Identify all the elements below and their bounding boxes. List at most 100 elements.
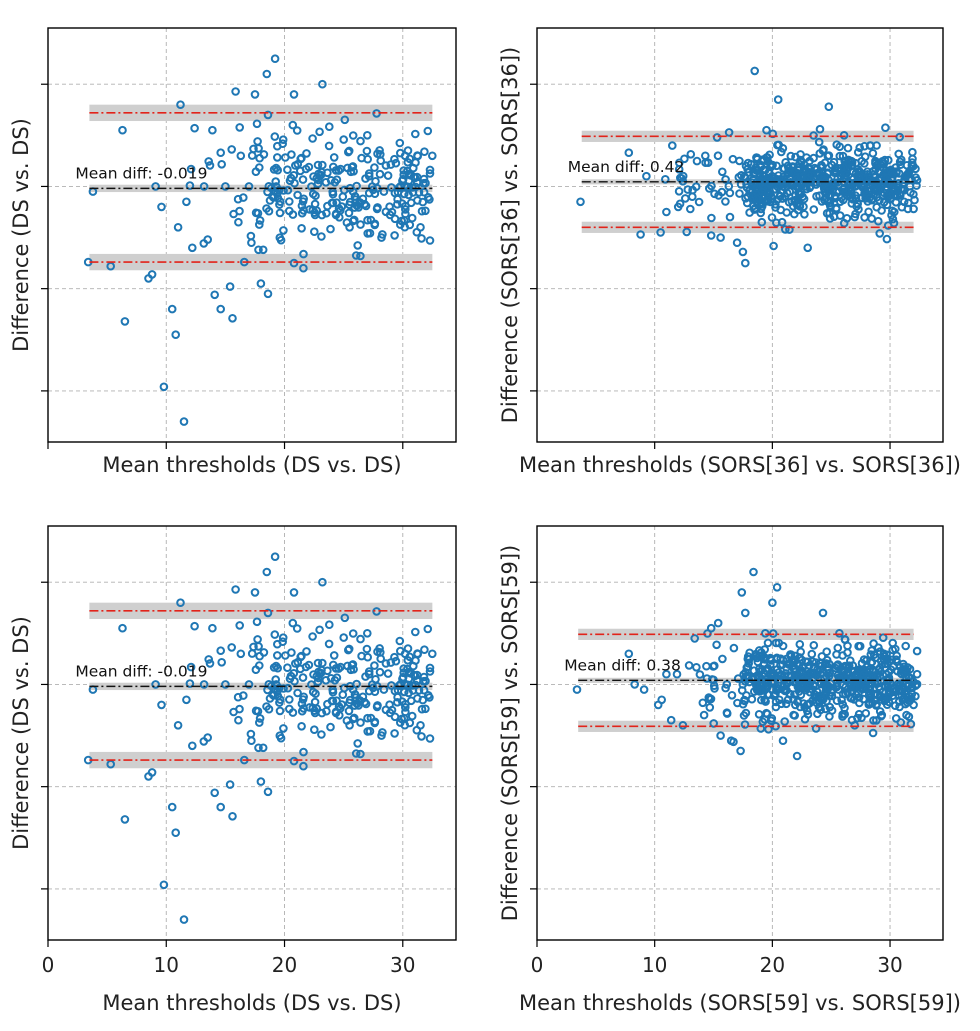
data-point (386, 160, 396, 169)
data-point (408, 188, 418, 197)
data-point (425, 663, 435, 673)
data-point (234, 715, 243, 725)
data-point (875, 176, 885, 185)
data-point (833, 660, 843, 669)
data-point (326, 674, 336, 683)
data-point (656, 228, 665, 237)
data-point (911, 173, 921, 182)
data-point (313, 658, 323, 668)
data-point (752, 681, 761, 690)
data-point (225, 282, 235, 291)
data-point (698, 698, 708, 708)
data-point (390, 729, 399, 738)
data-point (364, 669, 374, 679)
data-point (876, 711, 886, 721)
data-point (307, 680, 316, 689)
data-point (299, 704, 308, 713)
data-point (425, 195, 434, 204)
data-point (356, 251, 365, 261)
data-point (297, 224, 306, 233)
data-point (848, 195, 858, 204)
y-axis-label: Difference (SORS[36] vs. SORS[36]) (498, 47, 522, 424)
data-point (742, 663, 752, 672)
data-point (757, 695, 766, 705)
data-point (278, 633, 288, 643)
x-tick-label: 20 (760, 953, 785, 977)
data-point (362, 146, 372, 156)
data-point (718, 654, 727, 664)
data-point (157, 700, 166, 710)
data-point (767, 716, 776, 726)
data-point (204, 157, 213, 166)
data-point (370, 718, 380, 728)
data-point (231, 585, 240, 594)
data-point (883, 221, 893, 230)
data-point (825, 198, 835, 208)
data-point (343, 661, 352, 671)
mean-diff-label: Mean diff: -0.019 (75, 164, 207, 182)
data-point (271, 675, 281, 684)
data-point (255, 714, 265, 723)
data-point (278, 135, 288, 144)
data-point (716, 731, 725, 740)
data-point (849, 683, 859, 692)
data-point (344, 706, 354, 716)
data-point (692, 156, 702, 166)
data-point (872, 700, 882, 709)
data-point (874, 643, 883, 653)
data-point (737, 588, 747, 597)
data-point (292, 126, 302, 135)
data-point (190, 123, 199, 133)
mean-diff-label: Mean diff: 0.38 (564, 656, 681, 674)
data-point (425, 165, 435, 175)
data-point (912, 646, 922, 656)
data-point (350, 192, 360, 201)
data-point (901, 641, 911, 651)
data-point (297, 201, 307, 211)
data-point (888, 638, 898, 648)
data-point (185, 181, 195, 190)
data-point (857, 156, 867, 166)
data-point (231, 87, 240, 96)
data-point (228, 314, 237, 323)
data-point (289, 258, 299, 268)
data-point (725, 188, 735, 198)
data-point (299, 206, 308, 215)
y-axis-label: Difference (DS vs. DS) (9, 616, 33, 850)
data-point (323, 201, 332, 211)
data-point (317, 232, 326, 241)
data-point (739, 711, 749, 720)
data-point (835, 151, 845, 161)
data-point (749, 567, 758, 577)
data-point (666, 715, 676, 725)
data-point (344, 146, 354, 156)
data-point (147, 270, 157, 279)
data-point (173, 223, 183, 232)
data-point (390, 712, 400, 722)
data-point (344, 644, 354, 654)
data-point (897, 669, 907, 679)
data-point (310, 227, 319, 236)
data-point (186, 164, 196, 174)
data-point (235, 123, 244, 132)
data-point (791, 700, 800, 710)
data-point (318, 79, 327, 89)
data-point (412, 227, 422, 237)
data-point (866, 141, 875, 150)
data-point (822, 671, 831, 681)
data-point (279, 724, 288, 733)
data-point (834, 164, 843, 173)
data-point (120, 815, 130, 824)
data-point (338, 690, 348, 700)
data-point (853, 148, 863, 157)
data-point (208, 623, 217, 633)
data-point (171, 828, 180, 838)
data-point (344, 208, 354, 218)
x-tick-label: 10 (642, 953, 667, 977)
data-point (867, 214, 877, 223)
data-point (179, 417, 189, 426)
data-point (363, 215, 372, 225)
data-point (253, 209, 263, 218)
data-point (872, 202, 882, 212)
data-point (843, 143, 853, 153)
